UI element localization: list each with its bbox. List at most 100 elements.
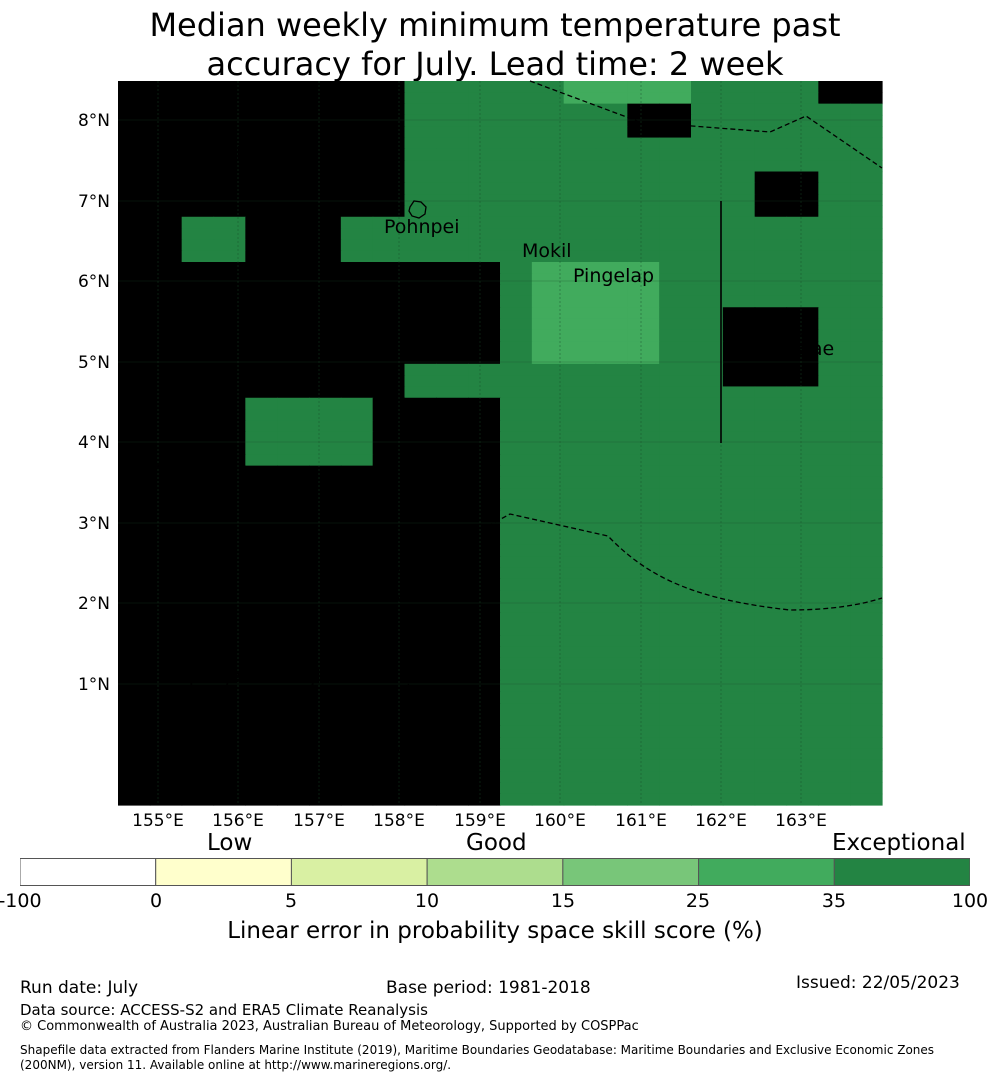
grid-cell	[500, 624, 533, 636]
grid-cell	[149, 657, 183, 670]
grid-cell	[818, 759, 851, 772]
grid-cell	[595, 443, 628, 455]
grid-cell	[531, 725, 565, 738]
grid-cell	[468, 737, 501, 750]
colorbar-tick: 25	[685, 890, 711, 912]
grid-cell	[595, 295, 628, 308]
grid-cell	[468, 725, 501, 738]
grid-cell	[404, 137, 437, 150]
grid-cell	[213, 205, 246, 218]
grid-cell	[118, 148, 151, 161]
grid-cell	[245, 488, 278, 501]
grid-cell	[500, 262, 533, 274]
grid-cell	[850, 476, 883, 489]
grid-cell	[691, 160, 724, 173]
grid-cell	[691, 646, 724, 659]
grid-cell	[213, 126, 246, 139]
grid-cell	[722, 239, 756, 252]
grid-cell	[818, 352, 851, 365]
grid-cell	[786, 431, 819, 444]
grid-cell	[118, 307, 151, 320]
grid-cell	[245, 578, 278, 591]
grid-cell	[818, 171, 851, 184]
grid-cell	[277, 556, 310, 569]
grid-cell	[436, 420, 469, 433]
grid-cell	[468, 273, 501, 286]
grid-cell	[181, 691, 215, 704]
grid-cell	[500, 160, 533, 173]
grid-cell	[181, 635, 215, 648]
grid-cell	[659, 352, 692, 365]
grid-cell	[563, 194, 597, 207]
grid-cell	[595, 284, 628, 297]
grid-cell	[309, 352, 342, 365]
grid-cell	[277, 216, 310, 229]
grid-cell	[118, 635, 151, 648]
grid-cell	[722, 725, 756, 738]
grid-cell	[563, 92, 597, 105]
grid-cell	[436, 488, 469, 501]
grid-cell	[563, 465, 597, 478]
grid-cell	[118, 567, 151, 580]
grid-cell	[531, 567, 565, 580]
grid-cell	[309, 759, 342, 772]
grid-cell	[531, 341, 565, 354]
grid-cell	[309, 375, 342, 388]
grid-cell	[531, 612, 565, 625]
grid-cell	[722, 748, 756, 761]
grid-cell	[659, 465, 692, 478]
grid-cell	[277, 669, 310, 682]
grid-cell	[500, 657, 533, 670]
grid-cell	[786, 499, 819, 512]
grid-cell	[754, 171, 788, 184]
colorbar-segment	[155, 858, 292, 886]
kosrae-island-outline	[793, 332, 807, 342]
grid-cell	[404, 669, 437, 682]
grid-cell	[500, 465, 533, 478]
grid-cell	[500, 771, 533, 783]
grid-cell	[627, 646, 660, 659]
grid-cell	[659, 284, 692, 297]
grid-cell	[691, 556, 724, 569]
grid-cell	[850, 137, 883, 150]
grid-cell	[691, 363, 724, 376]
grid-cell	[627, 262, 660, 274]
grid-cell	[245, 782, 278, 795]
grid-cell	[340, 420, 374, 433]
grid-cell	[722, 375, 756, 388]
grid-cell	[372, 431, 406, 444]
grid-cell	[118, 205, 151, 218]
grid-cell	[818, 363, 851, 376]
grid-cell	[181, 205, 215, 218]
grid-cell	[372, 375, 406, 388]
grid-cell	[500, 476, 533, 489]
grid-cell	[563, 295, 597, 308]
grid-cell	[468, 646, 501, 659]
grid-cell	[500, 363, 533, 376]
grid-cell	[372, 499, 406, 512]
grid-cell	[277, 782, 310, 795]
grid-cell	[372, 205, 406, 218]
grid-cell	[277, 228, 310, 240]
grid-cell	[563, 114, 597, 127]
grid-cell	[500, 205, 533, 218]
grid-cell	[118, 522, 151, 535]
grid-cell	[786, 771, 819, 783]
grid-cell	[595, 567, 628, 580]
grid-cell	[468, 431, 501, 444]
grid-cell	[754, 714, 788, 727]
grid-cell	[118, 409, 151, 421]
grid-cell	[213, 194, 246, 207]
grid-cell	[309, 782, 342, 795]
colorbar-tick: -100	[0, 890, 42, 912]
grid-cell	[213, 635, 246, 648]
grid-cell	[309, 454, 342, 467]
grid-cell	[436, 114, 469, 127]
grid-cell	[340, 443, 374, 455]
grid-cell	[245, 375, 278, 388]
grid-cell	[436, 409, 469, 421]
grid-cell	[277, 182, 310, 195]
grid-cell	[309, 578, 342, 591]
grid-cell	[372, 533, 406, 546]
grid-cell	[500, 148, 533, 161]
